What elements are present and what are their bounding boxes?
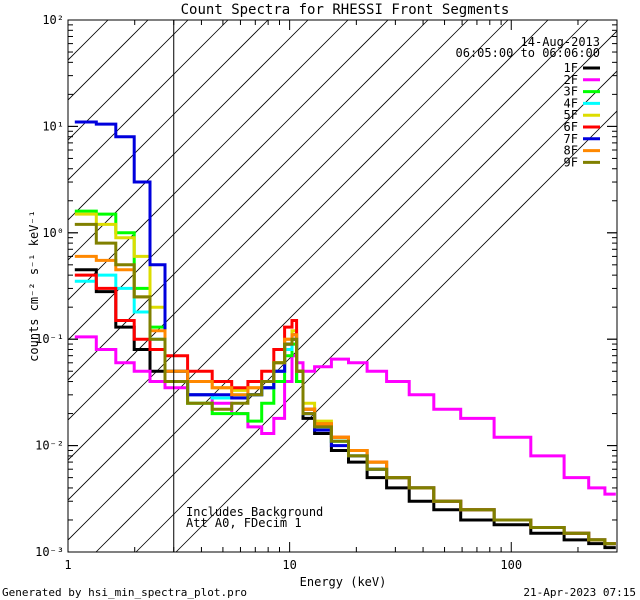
legend-label-5F: 5F (564, 108, 578, 122)
series-4F (74, 273, 616, 546)
hatch-line (95, 30, 617, 552)
excluded-energy-hatch (68, 20, 617, 552)
series-6F (74, 273, 616, 546)
hatch-line (68, 20, 549, 501)
chart-title: Count Spectra for RHESSI Front Segments (181, 2, 510, 18)
hatch-line (68, 20, 189, 141)
legend-label-6F: 6F (564, 120, 578, 134)
y-axis-title: counts cm⁻² s⁻¹ keV⁻¹ (27, 210, 41, 362)
x-tick-label: 100 (500, 558, 522, 572)
legend-label-1F: 1F (564, 61, 578, 75)
footer-generated-by: Generated by hsi_min_spectra_plot.pro (2, 586, 247, 599)
series-8F (74, 254, 616, 546)
series-2F (74, 335, 616, 496)
series-layer (74, 120, 616, 550)
legend-label-7F: 7F (564, 132, 578, 146)
footer-timestamp: 21-Apr-2023 07:15 (523, 586, 636, 599)
series-9F (74, 222, 616, 546)
hatch-line (68, 20, 149, 101)
hatch-line (68, 20, 429, 381)
x-tick-label: 10 (282, 558, 296, 572)
hatch-line (68, 20, 109, 61)
hatch-line (135, 70, 617, 552)
legend-label-9F: 9F (564, 155, 578, 169)
hatch-line (68, 20, 309, 261)
hatch-line (68, 20, 589, 541)
hatch-line (68, 20, 349, 301)
hatch-line (175, 110, 617, 552)
legend-label-8F: 8F (564, 144, 578, 158)
y-tick-label: 10¹ (42, 119, 64, 133)
hatch-line (68, 20, 469, 421)
series-1F (74, 268, 616, 550)
annotation-attenuator: Att A0, FDecim 1 (186, 516, 302, 530)
y-tick-label: 10⁰ (42, 226, 64, 240)
y-tick-label: 10⁻³ (35, 545, 64, 559)
hatch-line (68, 20, 229, 181)
y-tick-label: 10² (42, 13, 64, 27)
y-tick-label: 10⁻¹ (35, 332, 64, 346)
x-axis-title: Energy (keV) (300, 575, 387, 589)
hatch-line (68, 20, 509, 461)
date-label: 14-Aug-2013 (521, 35, 600, 49)
time-range-label: 06:05:00 to 06:06:00 (456, 46, 601, 60)
legend-label-4F: 4F (564, 96, 578, 110)
y-tick-label: 10⁻² (35, 439, 64, 453)
legend-label-2F: 2F (564, 73, 578, 87)
plot-frame (67, 19, 618, 553)
hatch-line (68, 20, 389, 341)
hatch-line (68, 20, 269, 221)
x-tick-label: 1 (64, 558, 71, 572)
series-3F (74, 209, 616, 546)
series-7F (74, 120, 616, 546)
axis-ticks: 1 10 100 10⁻³ 10⁻² 10⁻¹ 10⁰ 10¹ 10² (35, 13, 618, 572)
annotation-background: Includes Background (186, 505, 323, 519)
legend-label-3F: 3F (564, 85, 578, 99)
